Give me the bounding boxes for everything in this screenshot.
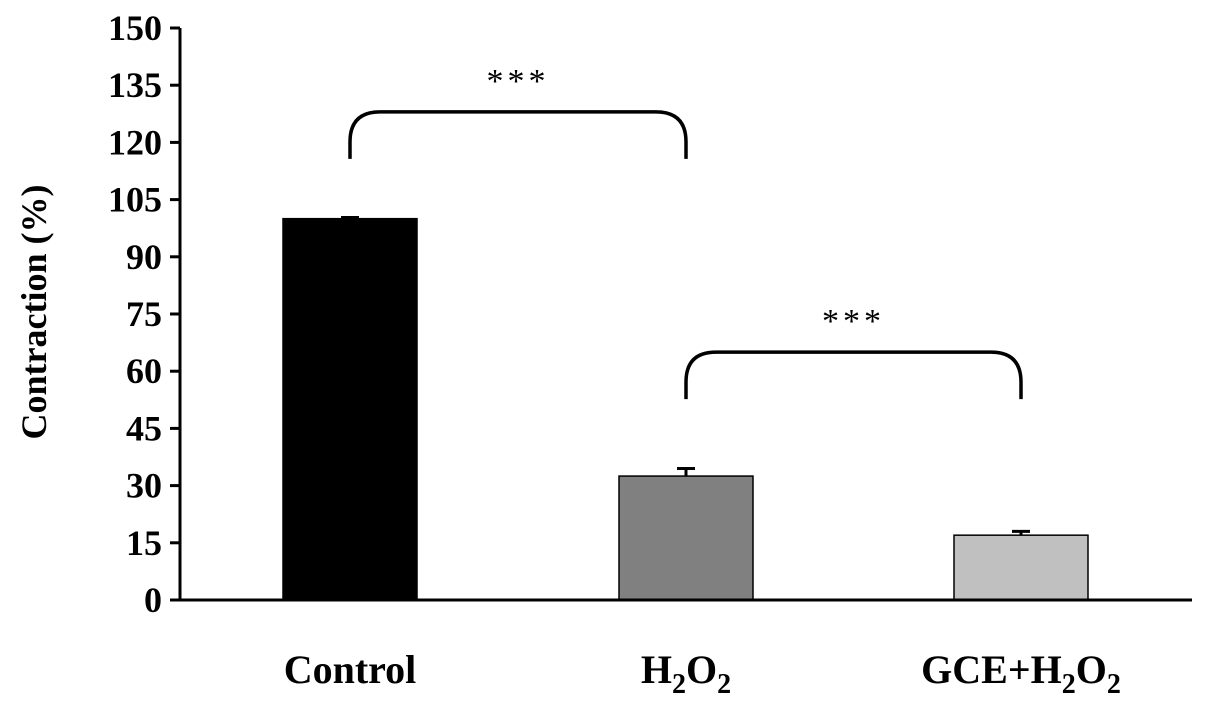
- significance-label: ***: [487, 63, 550, 100]
- x-tick-label: GCE+H2​O2​: [921, 647, 1121, 700]
- x-tick-label: Control: [284, 647, 417, 692]
- y-tick-label: 75: [126, 294, 162, 334]
- significance-bracket: [684, 350, 1023, 400]
- bar: [618, 475, 754, 601]
- x-tick-label: H2​O2​: [641, 647, 731, 700]
- y-axis-label: Contraction (%): [14, 185, 54, 440]
- y-tick-label: 45: [126, 408, 162, 448]
- y-tick-label: 120: [108, 122, 162, 162]
- bars: [282, 217, 1089, 601]
- axes: [178, 28, 1192, 602]
- bar: [953, 534, 1089, 601]
- significance-label: ***: [822, 303, 885, 340]
- y-tick-label: 150: [108, 8, 162, 48]
- y-tick-label: 30: [126, 466, 162, 506]
- y-tick-label: 90: [126, 237, 162, 277]
- y-tick-label: 0: [144, 580, 162, 620]
- x-axis: Control H2​O2​ GCE+H2​O2​: [284, 647, 1121, 700]
- y-tick-label: 15: [126, 523, 162, 563]
- y-axis: 0 15 30 45 60 75 90 105 120 135 150: [108, 8, 180, 620]
- bar: [282, 217, 418, 601]
- significance-bracket: [348, 110, 688, 159]
- y-tick-label: 135: [108, 65, 162, 105]
- error-bars: [341, 216, 1030, 536]
- significance-brackets: *** ***: [348, 63, 1023, 400]
- y-tick-label: 105: [108, 180, 162, 220]
- y-tick-label: 60: [126, 351, 162, 391]
